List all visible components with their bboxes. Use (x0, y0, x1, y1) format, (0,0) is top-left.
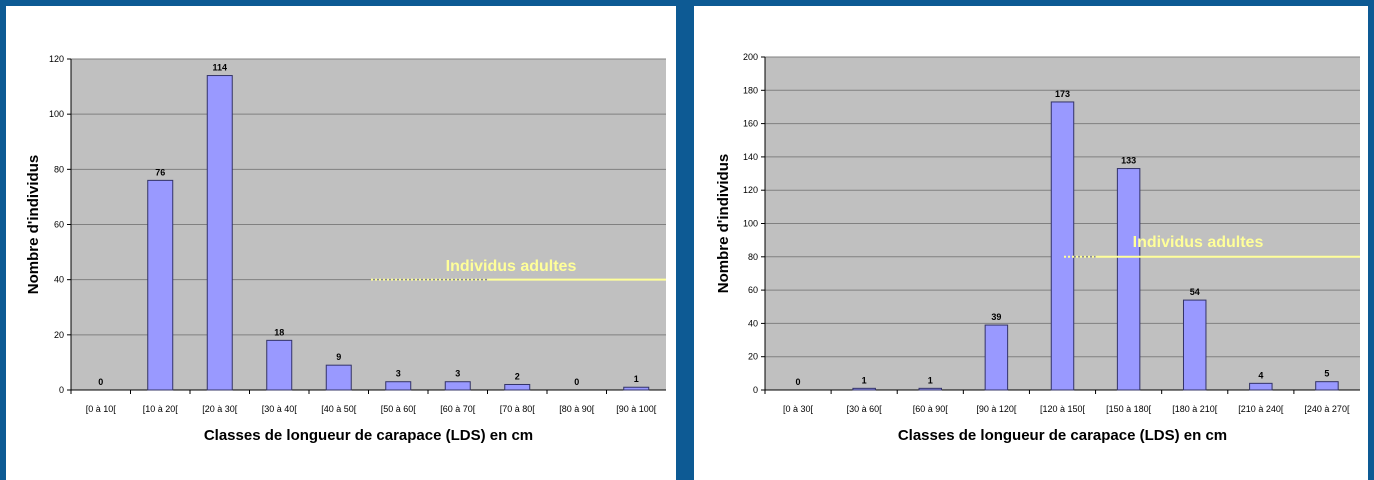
bar (266, 339, 293, 391)
bar (918, 387, 943, 391)
bar (1249, 382, 1273, 391)
data-label: 0 (796, 377, 801, 387)
x-tick-label: [60 à 90[ (913, 404, 949, 414)
data-label: 5 (1324, 369, 1329, 379)
data-label: 173 (1055, 89, 1070, 99)
x-tick-label: [90 à 100[ (616, 404, 657, 414)
bar (444, 381, 471, 391)
data-label: 1 (928, 375, 933, 385)
adult-annotation-label: Individus adultes (446, 258, 577, 275)
x-tick-label: [50 à 60[ (381, 404, 417, 414)
y-axis-title: Nombre d'individus (25, 155, 42, 294)
x-tick-label: [120 à 150[ (1040, 404, 1086, 414)
y-tick-label: 20 (748, 352, 758, 362)
x-tick-label: [210 à 240[ (1238, 404, 1284, 414)
x-tick-label: [240 à 270[ (1304, 404, 1350, 414)
x-tick-label: [40 à 50[ (321, 404, 357, 414)
data-label: 54 (1190, 287, 1200, 297)
bar-chart-right: 0 20 40 60 80 100 120 140 160 180 200 0 [0 à 30[ 1 [30… (715, 52, 1360, 444)
bar (325, 364, 352, 391)
adult-annotation-label: Individus adultes (1133, 234, 1264, 251)
y-tick-label: 80 (748, 252, 758, 262)
x-tick-label: [150 à 180[ (1106, 404, 1152, 414)
x-axis-title: Classes de longueur de carapace (LDS) en… (898, 427, 1227, 444)
x-tick-label: [80 à 90[ (559, 404, 595, 414)
data-label: 1 (634, 374, 639, 384)
y-tick-label: 180 (743, 85, 758, 95)
chart-panel-left: 0 20 40 60 80 100 120 0 [0 à 10[76 [10 à 20[114 [2… (6, 6, 676, 480)
bar (1116, 168, 1141, 391)
data-label: 133 (1121, 156, 1136, 166)
y-tick-label: 160 (743, 119, 758, 129)
data-label: 4 (1258, 370, 1263, 380)
y-tick-label: 80 (54, 164, 64, 174)
chart-panel-right: 0 20 40 60 80 100 120 140 160 180 200 0 [0 à 30[ 1 [30… (694, 6, 1368, 480)
data-label: 0 (98, 377, 103, 387)
data-label: 0 (574, 377, 579, 387)
data-label: 1 (862, 375, 867, 385)
x-tick-label: [30 à 60[ (847, 404, 883, 414)
bar (1315, 381, 1339, 391)
x-tick-label: [90 à 120[ (976, 404, 1017, 414)
bar (623, 386, 650, 391)
x-tick-label: [0 à 30[ (783, 404, 814, 414)
bar (984, 324, 1009, 391)
y-tick-label: 40 (54, 275, 64, 285)
y-tick-label: 20 (54, 330, 64, 340)
bar (1182, 299, 1207, 391)
data-label: 3 (455, 369, 460, 379)
y-axis-title: Nombre d'individus (715, 154, 732, 293)
bar (147, 179, 174, 391)
y-tick-label: 200 (743, 52, 758, 62)
bar (504, 383, 531, 391)
data-label: 9 (336, 352, 341, 362)
bar (852, 387, 876, 391)
x-tick-label: [70 à 80[ (500, 404, 536, 414)
x-axis-title: Classes de longueur de carapace (LDS) en… (204, 427, 533, 444)
bar (385, 381, 412, 391)
data-label: 3 (396, 369, 401, 379)
data-label: 76 (155, 167, 165, 177)
x-tick-label: [180 à 210[ (1172, 404, 1218, 414)
bar (1050, 101, 1075, 391)
x-tick-label: [10 à 20[ (143, 404, 179, 414)
y-tick-label: 40 (748, 318, 758, 328)
y-tick-label: 100 (49, 109, 64, 119)
y-tick-label: 0 (753, 385, 758, 395)
data-label: 114 (212, 63, 227, 73)
y-tick-label: 120 (743, 185, 758, 195)
y-tick-label: 60 (748, 285, 758, 295)
y-tick-label: 120 (49, 54, 64, 64)
x-tick-label: [30 à 40[ (262, 404, 298, 414)
data-label: 39 (991, 312, 1001, 322)
x-tick-label: [60 à 70[ (440, 404, 476, 414)
y-tick-label: 60 (54, 220, 64, 230)
data-label: 18 (274, 327, 284, 337)
x-tick-label: [0 à 10[ (86, 404, 117, 414)
y-tick-label: 0 (59, 385, 64, 395)
y-tick-label: 100 (743, 219, 758, 229)
bar (206, 75, 233, 391)
x-tick-label: [20 à 30[ (202, 404, 238, 414)
data-label: 2 (515, 371, 520, 381)
y-tick-label: 140 (743, 152, 758, 162)
